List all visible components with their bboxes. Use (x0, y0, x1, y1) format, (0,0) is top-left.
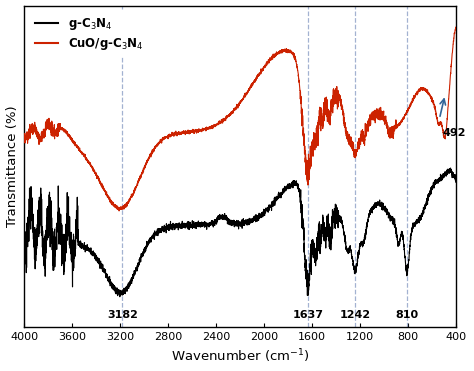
Text: 1242: 1242 (339, 310, 371, 320)
Text: 810: 810 (395, 310, 419, 320)
Legend: g-C$_3$N$_4$, CuO/g-C$_3$N$_4$: g-C$_3$N$_4$, CuO/g-C$_3$N$_4$ (30, 12, 148, 56)
Text: 3182: 3182 (107, 310, 138, 320)
Y-axis label: Transmittance (%): Transmittance (%) (6, 106, 18, 227)
Text: 492: 492 (443, 128, 466, 138)
X-axis label: Wavenumber (cm$^{-1}$): Wavenumber (cm$^{-1}$) (171, 348, 310, 365)
Text: 1637: 1637 (292, 310, 323, 320)
